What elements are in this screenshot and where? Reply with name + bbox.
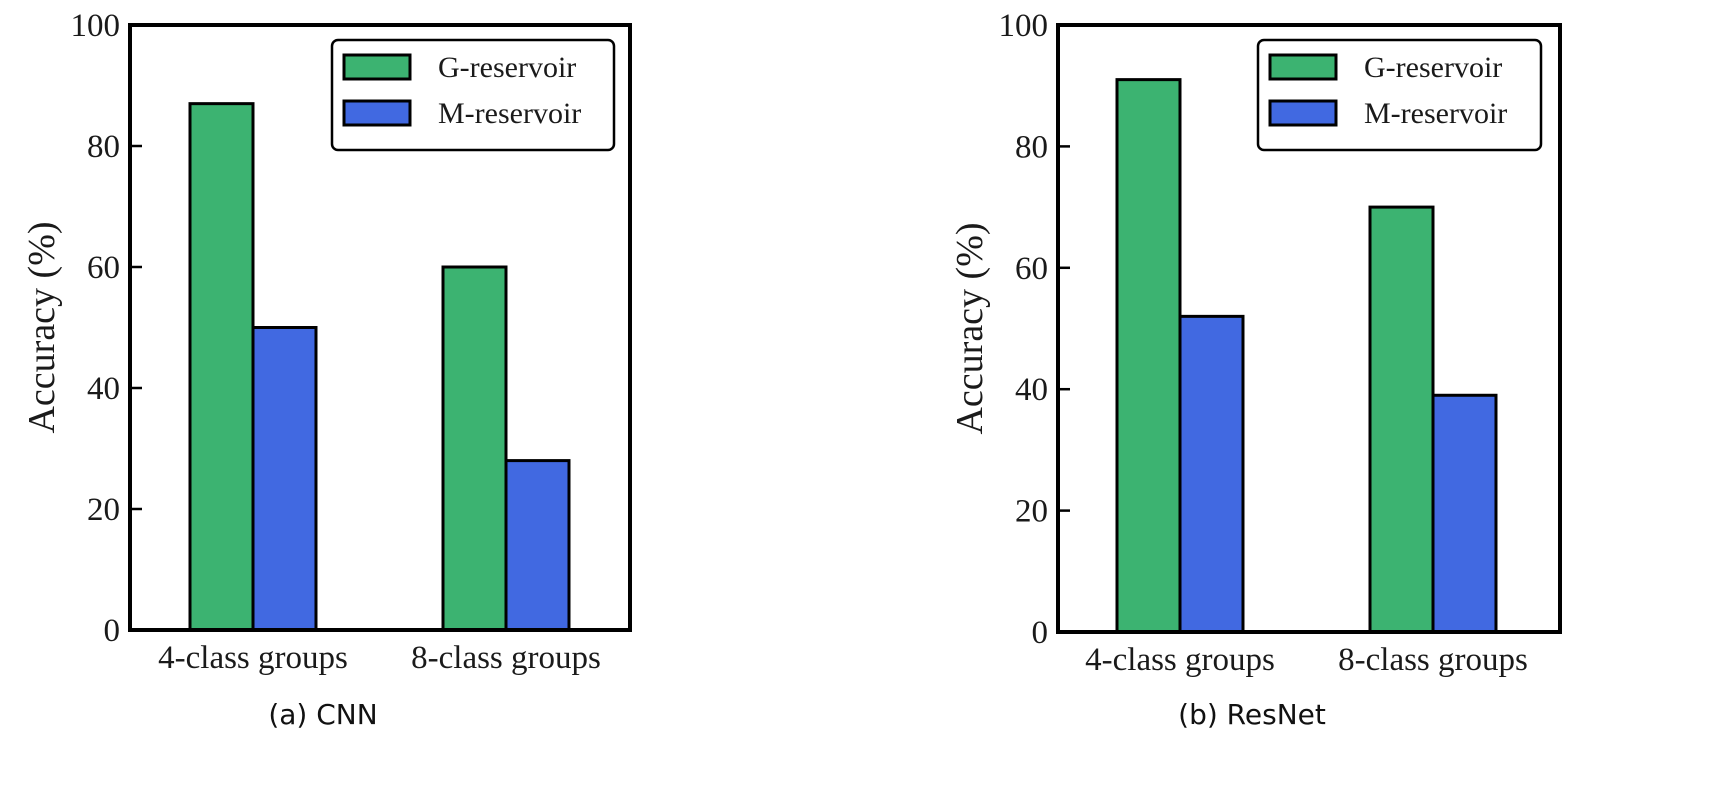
legend-swatch-m-reservoir [342, 99, 412, 127]
figure-caption: (b) ResNet [1178, 698, 1326, 731]
chart-panel-cnn: 0 20 40 60 80 100 4-class groups 8-class group… [21, 8, 632, 731]
y-axis-tick-labels: 0 20 40 60 80 100 [71, 8, 121, 649]
y-tick-label: 40 [87, 371, 120, 407]
legend-label-g-reservoir: G-reservoir [438, 51, 576, 84]
bar-m-reservoir-8-class-groups [504, 459, 571, 632]
y-axis-ticks [130, 23, 142, 632]
y-tick-label: 0 [104, 613, 121, 649]
legend-swatch-g-reservoir [342, 53, 412, 81]
x-category-label: 4-class groups [158, 640, 348, 676]
legend-swatch-g-reservoir [1268, 53, 1338, 81]
legend: G-reservoir M-reservoir [1256, 38, 1543, 152]
y-tick-label: 60 [87, 250, 120, 286]
plot-frame [1056, 23, 1562, 634]
y-tick-label: 80 [87, 129, 120, 165]
legend: G-reservoir M-reservoir [330, 38, 616, 152]
x-category-label: 8-class groups [1338, 642, 1528, 678]
bar-g-reservoir-8-class-groups [441, 265, 508, 632]
y-tick-label: 80 [1015, 129, 1048, 165]
legend-swatch-m-reservoir [1268, 99, 1338, 127]
y-tick-label: 40 [1015, 372, 1048, 408]
y-axis-title: Accuracy (%) [21, 221, 63, 433]
bar-g-reservoir-4-class-groups [188, 102, 255, 632]
x-category-label: 4-class groups [1085, 642, 1275, 678]
bar-group [1115, 78, 1498, 634]
x-axis-category-labels: 4-class groups 8-class groups [158, 640, 601, 676]
plot-frame [128, 23, 632, 632]
bar-m-reservoir-4-class-groups [1178, 314, 1245, 634]
y-tick-label: 0 [1032, 615, 1049, 651]
bar-g-reservoir-8-class-groups [1368, 205, 1435, 634]
legend-label-g-reservoir: G-reservoir [1364, 51, 1502, 84]
bar-m-reservoir-8-class-groups [1431, 393, 1498, 634]
y-tick-label: 60 [1015, 251, 1048, 287]
legend-label-m-reservoir: M-reservoir [438, 97, 581, 130]
y-axis-ticks [1058, 23, 1070, 634]
y-tick-label: 20 [1015, 494, 1048, 530]
y-tick-label: 20 [87, 492, 120, 528]
bar-group [188, 102, 571, 632]
x-category-label: 8-class groups [411, 640, 601, 676]
legend-label-m-reservoir: M-reservoir [1364, 97, 1507, 130]
x-axis-category-labels: 4-class groups 8-class groups [1085, 642, 1528, 678]
bar-m-reservoir-4-class-groups [251, 326, 318, 632]
figure-caption: (a) CNN [268, 698, 377, 731]
y-tick-label: 100 [71, 8, 121, 44]
y-tick-label: 100 [999, 8, 1049, 44]
bar-g-reservoir-4-class-groups [1115, 78, 1182, 634]
y-axis-tick-labels: 0 20 40 60 80 100 [999, 8, 1049, 651]
y-axis-title: Accuracy (%) [949, 222, 991, 434]
chart-panel-resnet: 0 20 40 60 80 100 4-class groups 8-class group… [949, 8, 1562, 731]
